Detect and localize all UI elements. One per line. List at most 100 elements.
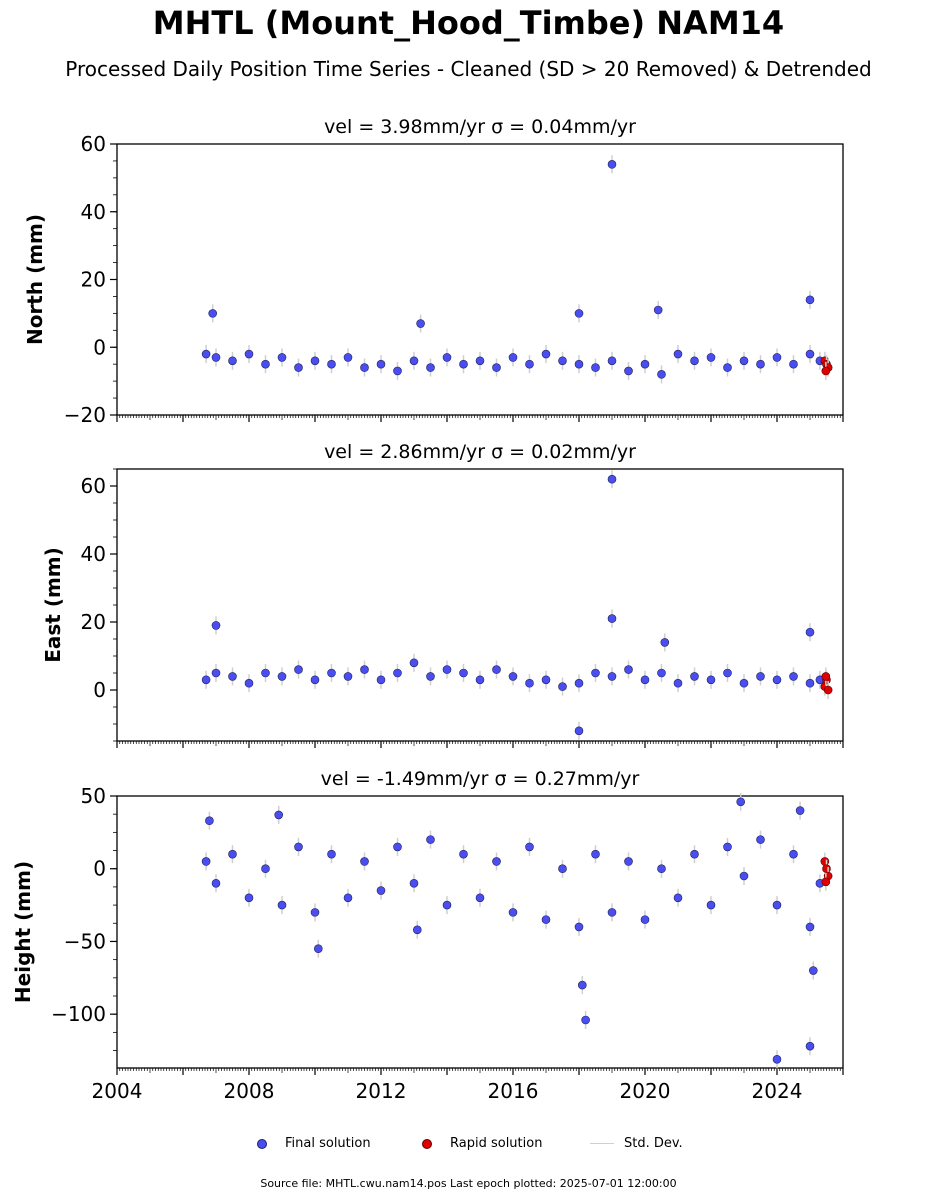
panel-title-0: vel = 3.98mm/yr σ = 0.04mm/yr xyxy=(324,116,636,138)
final-point xyxy=(706,900,716,910)
final-point xyxy=(261,864,270,874)
x-tick-label-0: 2004 xyxy=(92,1079,143,1103)
y-tick-label-0-4: 60 xyxy=(81,132,106,156)
final-point xyxy=(805,1041,815,1051)
final-point xyxy=(442,665,452,674)
final-point xyxy=(795,806,805,815)
final-point xyxy=(343,353,353,362)
final-point xyxy=(459,849,468,859)
final-point xyxy=(211,878,221,888)
final-point xyxy=(211,668,221,678)
rapid-solution-marker xyxy=(422,1138,432,1149)
plot-frame-1 xyxy=(116,468,844,742)
final-point xyxy=(581,1015,590,1025)
final-point xyxy=(624,665,633,674)
final-point xyxy=(657,370,666,379)
legend: Final solution Rapid solution Std. Dev. xyxy=(0,1136,937,1158)
final-point xyxy=(607,160,617,169)
final-point xyxy=(393,366,402,376)
final-point xyxy=(574,359,584,369)
final-point xyxy=(591,668,600,678)
final-point xyxy=(805,922,815,932)
y-tick-label-1-2: 40 xyxy=(81,542,106,566)
panel-title-1: vel = 2.86mm/yr σ = 0.02mm/yr xyxy=(324,441,636,463)
source-footnote: Source file: MHTL.cwu.nam14.pos Last epo… xyxy=(260,1177,677,1190)
final-point xyxy=(690,356,699,366)
final-point xyxy=(211,621,221,630)
final-point xyxy=(574,922,584,932)
legend-final-label: Final solution xyxy=(285,1136,371,1151)
final-point xyxy=(607,474,617,484)
final-point xyxy=(294,665,303,674)
final-point xyxy=(426,363,435,372)
final-point xyxy=(805,295,815,305)
final-point xyxy=(624,857,633,866)
legend-item-final: Final solution xyxy=(257,1136,371,1151)
y-tick-label-2-2: 0 xyxy=(93,857,106,881)
final-point xyxy=(508,908,518,917)
final-point xyxy=(244,893,254,903)
rapid-point xyxy=(823,685,833,695)
final-point xyxy=(492,665,501,674)
final-point xyxy=(310,675,320,685)
final-point xyxy=(459,668,468,678)
legend-item-rapid: Rapid solution xyxy=(422,1136,542,1151)
plot-frame-0 xyxy=(116,143,844,416)
rapid-point xyxy=(821,877,831,887)
final-point xyxy=(409,658,419,668)
final-point xyxy=(327,359,336,369)
final-point xyxy=(723,842,732,852)
final-point xyxy=(772,900,782,910)
final-point xyxy=(706,353,716,362)
x-tick-label-5: 2024 xyxy=(752,1079,803,1103)
final-point xyxy=(607,672,617,681)
final-point xyxy=(624,366,633,376)
final-point xyxy=(673,678,683,688)
y-axis-label-0: North (mm) xyxy=(23,214,47,345)
final-point xyxy=(409,356,419,366)
final-point xyxy=(789,672,798,681)
final-point xyxy=(558,864,567,874)
final-point xyxy=(294,363,303,372)
rapid-point xyxy=(820,857,830,866)
final-point xyxy=(475,675,485,685)
final-point xyxy=(274,810,284,820)
final-point xyxy=(607,614,617,623)
final-point xyxy=(228,672,237,681)
final-point xyxy=(756,359,765,369)
final-point xyxy=(723,363,732,372)
final-point xyxy=(591,363,600,372)
final-point xyxy=(558,682,567,691)
final-point xyxy=(211,353,221,362)
y-axis-label-2: Height (mm) xyxy=(11,861,35,1003)
final-point xyxy=(808,966,818,975)
legend-std-label: Std. Dev. xyxy=(624,1136,683,1151)
final-point xyxy=(607,908,617,917)
final-point xyxy=(205,816,214,826)
final-point xyxy=(805,349,815,359)
final-point xyxy=(772,353,782,362)
y-tick-label-1-0: 0 xyxy=(93,678,106,702)
final-point xyxy=(376,886,386,895)
final-point xyxy=(525,678,534,688)
final-point xyxy=(261,668,270,678)
final-point xyxy=(789,849,798,859)
rapid-point xyxy=(821,672,831,681)
final-point xyxy=(805,678,815,688)
panel-title-2: vel = -1.49mm/yr σ = 0.27mm/yr xyxy=(321,768,640,790)
final-point xyxy=(508,353,518,362)
final-point xyxy=(673,349,683,359)
final-point xyxy=(772,675,782,685)
final-point xyxy=(541,675,551,685)
y-tick-label-2-0: −100 xyxy=(51,1002,106,1026)
final-point xyxy=(673,893,683,903)
final-point xyxy=(657,864,666,874)
final-point xyxy=(690,849,699,859)
final-point xyxy=(706,675,716,685)
final-solution-marker xyxy=(257,1138,267,1149)
x-tick-label-2: 2012 xyxy=(356,1079,407,1103)
final-point xyxy=(574,726,584,736)
final-point xyxy=(736,797,746,807)
y-tick-label-2-3: 50 xyxy=(81,784,106,808)
y-tick-label-0-1: 0 xyxy=(93,335,106,359)
